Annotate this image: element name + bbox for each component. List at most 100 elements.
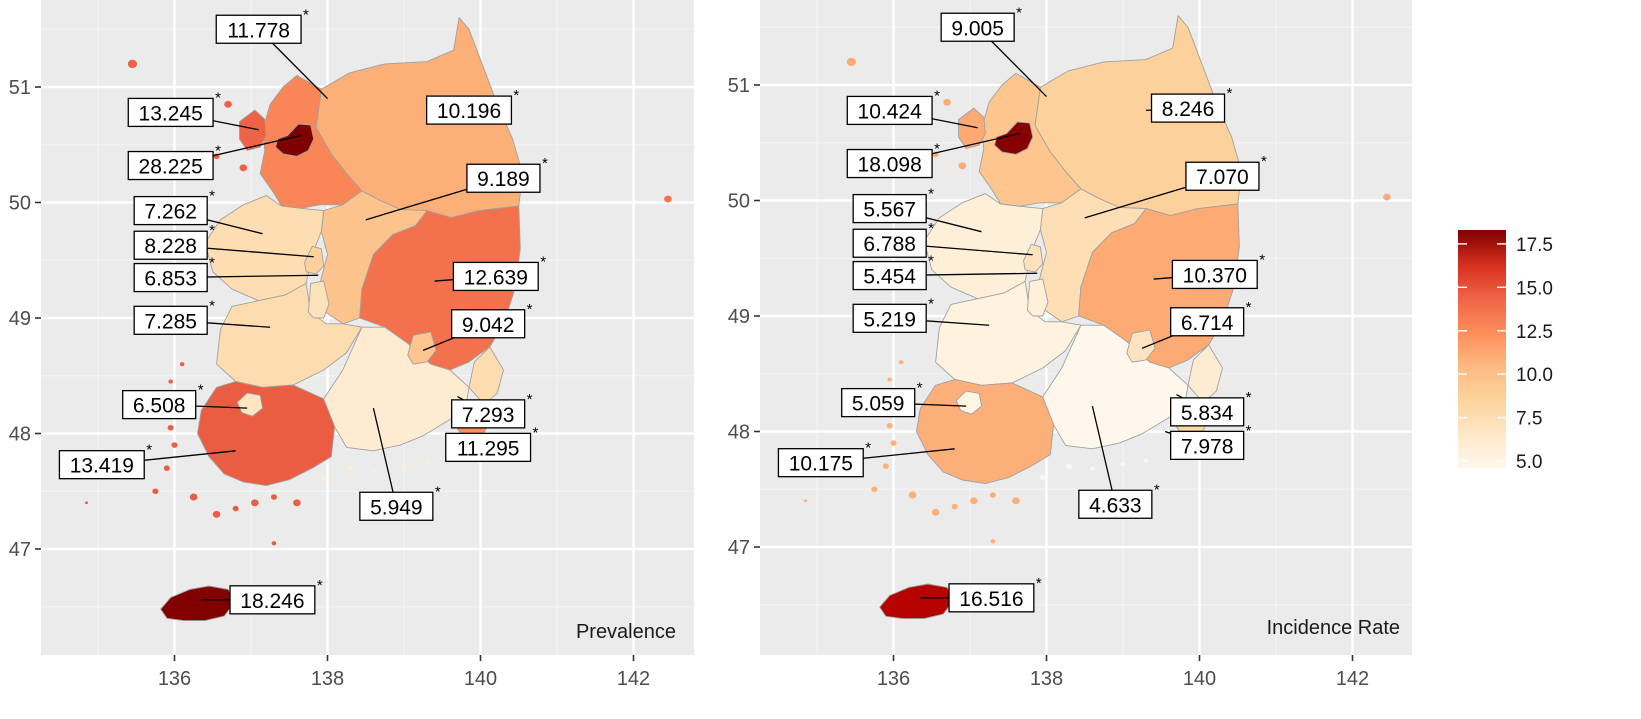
label-box-busan xyxy=(1170,430,1245,461)
label-value-gyeonggi: 9.005 xyxy=(951,17,1004,40)
region-incheon xyxy=(239,109,267,151)
significance-star: * xyxy=(198,382,204,399)
significance-star: * xyxy=(303,6,309,23)
legend-tick-label: 7.5 xyxy=(1516,409,1542,430)
label-value-chungnam: 7.262 xyxy=(144,201,197,224)
islet xyxy=(803,499,808,503)
label-box-gwangju xyxy=(841,387,916,418)
label-box-gwangju xyxy=(122,389,197,420)
significance-star: * xyxy=(928,186,934,203)
label-value-gyeongnam: 5.949 xyxy=(370,496,423,519)
significance-star: * xyxy=(934,141,940,158)
islet xyxy=(1143,458,1149,463)
x-tick-label: 142 xyxy=(1336,668,1369,690)
region-incheon xyxy=(958,107,986,149)
region-seoul xyxy=(275,123,315,157)
label-box-daejeon xyxy=(133,262,208,293)
region-gwangju xyxy=(236,392,263,417)
significance-star: * xyxy=(542,155,548,172)
significance-star: * xyxy=(209,297,215,314)
label-box-gyeongbuk xyxy=(1171,259,1258,290)
x-tick-label: 140 xyxy=(464,668,497,690)
label-box-chungbuk xyxy=(466,163,541,193)
islet xyxy=(84,501,89,505)
legend-tick-label: 10.0 xyxy=(1516,365,1553,386)
y-tick-label: 50 xyxy=(9,193,31,215)
significance-star: * xyxy=(533,424,539,441)
islet xyxy=(163,465,170,471)
significance-star: * xyxy=(209,222,215,239)
label-box-chungnam xyxy=(852,193,927,224)
significance-star: * xyxy=(917,380,923,397)
label-box-sejong xyxy=(133,230,208,260)
prevalence-map-panel: 136 138 140 142 47 48 49 50 51 11.778 * 10.196 * 13.2… xyxy=(9,0,694,690)
islet xyxy=(168,379,173,384)
panel-title: Prevalence xyxy=(576,621,676,643)
region-sejong xyxy=(304,245,325,275)
islet xyxy=(270,494,278,500)
significance-star: * xyxy=(865,440,871,457)
label-box-gyeonggi xyxy=(940,12,1015,42)
significance-star: * xyxy=(1246,299,1252,316)
y-tick-label: 50 xyxy=(728,191,750,213)
label-value-gangwon: 10.196 xyxy=(437,100,501,123)
legend-colorbar xyxy=(1458,230,1506,468)
label-box-jeonbuk xyxy=(852,303,927,333)
islet xyxy=(908,491,917,499)
islet xyxy=(179,362,185,367)
islet xyxy=(1090,466,1095,471)
y-tick-label: 48 xyxy=(9,424,31,446)
y-tick-label: 49 xyxy=(9,308,31,330)
islet xyxy=(890,440,897,446)
label-value-chungbuk: 7.070 xyxy=(1196,166,1249,189)
significance-star: * xyxy=(1036,575,1042,592)
significance-star: * xyxy=(928,295,934,312)
significance-star: * xyxy=(513,87,519,104)
islet xyxy=(989,492,997,498)
islet xyxy=(664,195,672,203)
significance-star: * xyxy=(527,301,533,318)
label-value-sejong: 8.228 xyxy=(144,235,197,258)
label-value-sejong: 6.788 xyxy=(863,233,916,256)
islet xyxy=(846,57,857,67)
significance-star: * xyxy=(209,188,215,205)
label-box-daegu xyxy=(1170,307,1245,337)
islet xyxy=(951,503,958,510)
significance-star: * xyxy=(215,143,221,160)
label-leader-gyeongnam xyxy=(372,407,397,507)
significance-star: * xyxy=(928,253,934,270)
islet xyxy=(886,422,893,429)
y-tick-label: 47 xyxy=(9,539,31,561)
label-value-seoul: 18.098 xyxy=(858,154,922,177)
label-value-gwangju: 5.059 xyxy=(852,393,905,416)
label-value-gyeongbuk: 12.639 xyxy=(464,266,528,289)
islet xyxy=(931,508,940,516)
label-value-chungnam: 5.567 xyxy=(863,199,916,222)
islet xyxy=(887,377,892,382)
label-value-daejeon: 5.454 xyxy=(863,266,916,289)
label-value-incheon: 10.424 xyxy=(858,100,923,123)
region-daegu xyxy=(407,331,437,365)
x-tick-label: 136 xyxy=(158,668,191,690)
label-box-gyeongnam xyxy=(359,491,434,521)
islet xyxy=(189,493,198,501)
islet xyxy=(320,476,327,483)
significance-star: * xyxy=(1246,422,1252,439)
label-box-chungnam xyxy=(133,195,208,226)
significance-star: * xyxy=(435,483,441,500)
label-value-jeju: 18.246 xyxy=(240,590,304,613)
label-value-chungbuk: 9.189 xyxy=(477,168,530,191)
label-value-jeonnam: 13.419 xyxy=(70,455,134,478)
incidence-rate-map-panel: 136 138 140 142 47 48 49 50 51 9.005 * 8.246 * 10.424… xyxy=(728,0,1412,690)
islet xyxy=(212,510,221,518)
label-box-ulsan xyxy=(450,399,526,429)
region-gwangju xyxy=(955,390,982,415)
label-box-gangwon xyxy=(1150,93,1226,123)
islet xyxy=(347,465,354,471)
label-value-daegu: 6.714 xyxy=(1181,312,1234,335)
islet xyxy=(898,360,904,365)
label-box-chungbuk xyxy=(1185,161,1260,191)
region-sejong xyxy=(1023,243,1044,273)
islet xyxy=(152,488,159,495)
label-value-jeonbuk: 5.219 xyxy=(863,308,916,331)
